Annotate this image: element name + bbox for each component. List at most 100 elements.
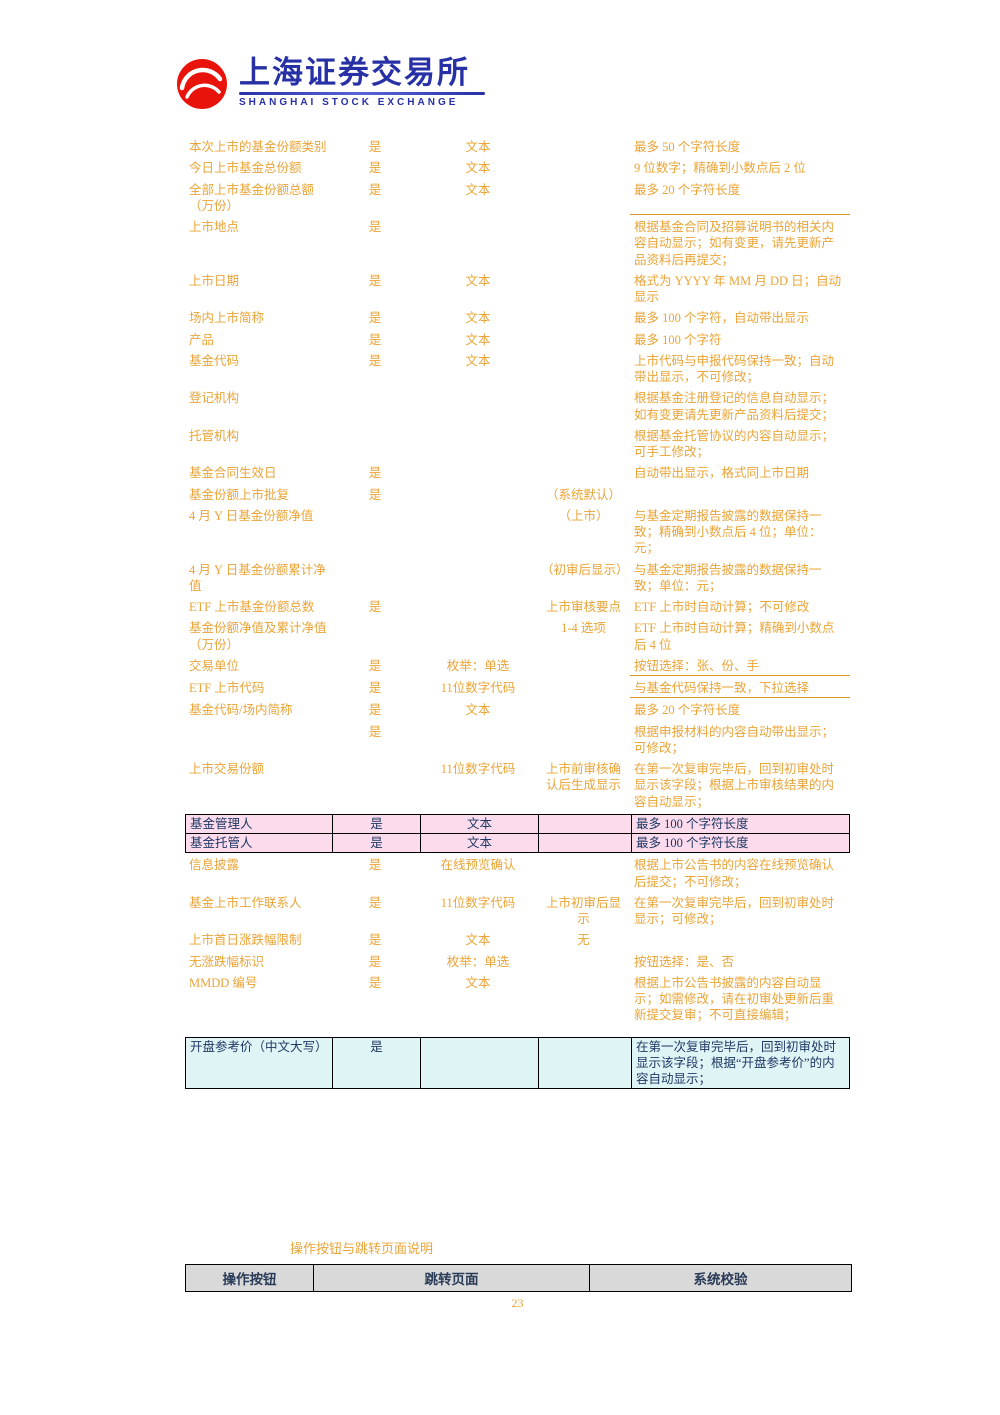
field-rule-cell: 在第一次复审完毕后，回到初审处时显示该字段；根据上市审核结果的内容自动显示； (634, 762, 835, 809)
field-name-cell: 基金份额净值及累计净值（万份） (189, 621, 327, 652)
field-required-cell: 是 (368, 332, 382, 347)
field-type-cell: 文本 (465, 311, 491, 326)
field-required-cell: 是 (368, 954, 382, 969)
field-extra-cell (537, 723, 630, 758)
field-name-cell: 基金代码/场内简称 (189, 703, 293, 718)
table-row: 基金托管人 是 文本 最多 100 个字符长度 (185, 834, 850, 854)
field-type-cell (419, 561, 537, 596)
field-type-cell: 文本 (465, 161, 491, 176)
field-type-cell: 枚举：单选 (446, 658, 510, 673)
sse-logo-english-title: SHANGHAI STOCK EXCHANGE (239, 96, 459, 108)
field-name-cell: ETF 上市代码 (189, 681, 265, 695)
table-row: 本次上市的基金份额类别 是 文本 最多 50 个字符长度 (185, 138, 850, 156)
field-required-cell: 是 (368, 681, 382, 695)
field-rule-cell: 与基金代码保持一致，下拉选择 (630, 679, 850, 699)
field-extra-cell (537, 389, 630, 424)
field-type-cell: 文本 (420, 814, 538, 833)
actions-table-caption: 操作按钮与跳转页面说明 (290, 1241, 434, 1256)
table-row: 基金上市工作联系人 是 11位数字代码 上市初审后显示 在第一次复审完毕后，回到… (185, 894, 850, 929)
field-required-cell: 是 (368, 311, 382, 326)
field-name-cell: 交易单位 (189, 658, 240, 673)
field-rule-cell: 按钮选择：是、否 (634, 954, 735, 969)
field-required-cell: 是 (368, 858, 382, 873)
field-extra-cell (537, 272, 630, 307)
field-rule-cell: 最多 100 个字符 (634, 332, 722, 347)
field-required-cell: 是 (368, 975, 382, 990)
field-required-cell (331, 507, 419, 558)
field-type-cell (419, 464, 537, 482)
sse-logo-icon (177, 59, 227, 109)
field-name-cell: 登记机构 (189, 391, 240, 406)
field-name-cell: MMDD 编号 (189, 975, 258, 990)
sse-logo: 上海证券交易所 SHANGHAI STOCK EXCHANGE (175, 57, 485, 111)
field-extra-cell: （系统默认） (545, 487, 621, 502)
field-extra-cell: 上市初审后显示 (545, 895, 621, 926)
field-extra-cell: 1-4 选项 (561, 621, 606, 636)
field-name-cell (185, 723, 331, 758)
field-type-cell (420, 1037, 538, 1089)
field-type-cell (419, 218, 537, 269)
field-rule-cell: 最多 20 个字符长度 (630, 181, 850, 215)
field-rule-cell: 按钮选择：张、份、手 (630, 657, 850, 676)
field-rule-cell: 根据上市公告书的内容在线预览确认后提交；不可修改； (634, 858, 835, 889)
field-type-cell: 文本 (465, 353, 491, 368)
field-extra-cell (537, 309, 630, 327)
field-extra-cell (537, 953, 630, 971)
table-row: 场内上市简称 是 文本 最多 100 个字符，自动带出显示 (185, 309, 850, 327)
field-name-cell: 基金代码 (189, 353, 240, 368)
field-type-cell: 文本 (465, 332, 491, 347)
table-row: 基金管理人 是 文本 最多 100 个字符长度 (185, 813, 850, 834)
field-extra-cell (537, 974, 630, 1025)
field-extra-cell (537, 701, 630, 719)
table-row: 无涨跌幅标识 是 枚举：单选 按钮选择：是、否 (185, 953, 850, 971)
field-type-cell: 文本 (465, 273, 491, 288)
logo-divider-line (239, 91, 485, 95)
field-extra-cell (537, 352, 630, 387)
field-required-cell: 是 (368, 353, 382, 368)
field-required-cell (331, 427, 419, 462)
field-extra-cell: （上市） (558, 508, 609, 523)
field-extra-cell (537, 218, 630, 269)
field-type-cell: 文本 (465, 182, 491, 197)
field-required-cell: 是 (368, 658, 382, 673)
table-row: 今日上市基金总份额 是 文本 9 位数字；精确到小数点后 2 位 (185, 159, 850, 177)
field-required-cell: 是 (332, 834, 420, 853)
field-extra-cell (537, 679, 630, 698)
field-name-cell: 开盘参考价（中文大写） (190, 1039, 328, 1054)
table-row: 基金合同生效日 是 自动带出显示，格式同上市日期 (185, 464, 850, 482)
field-rule-cell: 最多 100 个字符，自动带出显示 (634, 311, 810, 326)
field-rule-cell: 根据基金托管协议的内容自动显示；可手工修改； (634, 428, 835, 459)
field-type-cell (419, 598, 537, 616)
page-number: 23 (511, 1296, 524, 1310)
field-rule-cell: 根据基金注册登记的信息自动显示；如有变更请先更新产品资料后提交； (634, 391, 835, 422)
field-extra-cell (537, 427, 630, 462)
field-type-cell: 11位数字代码 (440, 681, 516, 695)
table-row: 上市日期 是 文本 格式为 YYYY 年 MM 月 DD 日；自动显示 (185, 272, 850, 307)
field-rule-cell: 最多 20 个字符长度 (634, 703, 741, 718)
field-name-cell: 今日上市基金总份额 (189, 161, 302, 176)
field-extra-cell (537, 331, 630, 349)
field-name-cell: 基金管理人 (190, 816, 253, 831)
field-required-cell: 是 (368, 161, 382, 176)
table-row: 上市首日涨跌幅限制 是 文本 无 (185, 931, 850, 949)
field-rule-cell: 格式为 YYYY 年 MM 月 DD 日；自动显示 (634, 273, 842, 304)
field-extra-cell (538, 1037, 631, 1089)
table-row: 基金份额净值及累计净值（万份） 1-4 选项 ETF 上市时自动计算；精确到小数… (185, 619, 850, 654)
field-name-cell: 无涨跌幅标识 (189, 954, 265, 969)
field-name-cell: 上市首日涨跌幅限制 (189, 933, 302, 948)
table-row: MMDD 编号 是 文本 根据上市公告书披露的内容自动显示；如需修改，请在初审处… (185, 974, 850, 1025)
field-rule-cell (630, 931, 850, 949)
field-name-cell: 基金合同生效日 (189, 466, 277, 481)
field-extra-cell: 上市审核要点 (545, 600, 621, 614)
field-name-cell: 基金份额上市批复 (189, 487, 290, 502)
field-required-cell (331, 389, 419, 424)
field-required-cell: 是 (368, 703, 382, 718)
table-row: ETF 上市代码 是 11位数字代码 与基金代码保持一致，下拉选择 (185, 679, 850, 699)
table-row: 开盘参考价（中文大写） 是 在第一次复审完毕后，回到初审处时显示该字段；根据“开… (185, 1036, 850, 1090)
field-required-cell: 是 (368, 600, 382, 614)
actions-col-jump-page-header: 跳转页面 (313, 1265, 589, 1291)
field-required-cell: 是 (368, 895, 382, 910)
field-type-cell (419, 723, 537, 758)
field-rule-cell: ETF 上市时自动计算；精确到小数点后 4 位 (634, 621, 835, 652)
table-row: 基金份额上市批复 是 （系统默认） (185, 486, 850, 504)
